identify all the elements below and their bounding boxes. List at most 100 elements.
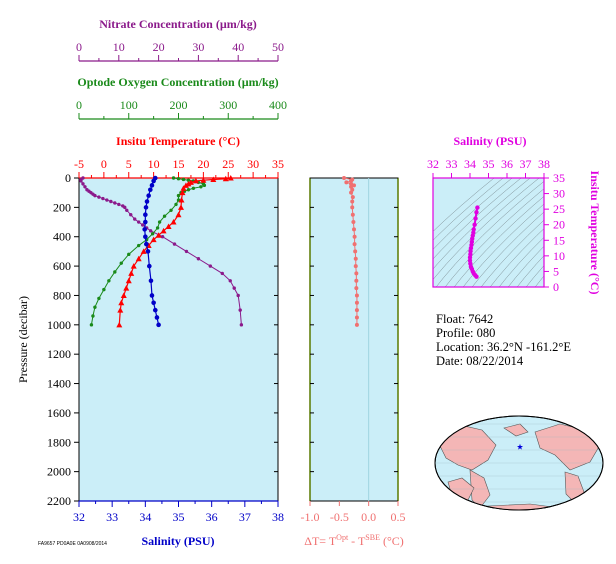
x-tick-label: 35 [272,157,284,171]
delta-t-panel: -1.0 -0.5 0.0 0.5 ΔT= TOpt - TSBE (°C) [301,176,406,548]
density-contour [498,236,544,287]
data-point [91,314,95,318]
y-tick-label: 2200 [47,494,71,508]
data-point [181,177,186,182]
ts-y-tick-label: 10 [553,249,565,263]
data-point [147,263,152,269]
data-point [200,177,207,183]
data-point [143,205,149,210]
density-contour [507,245,544,287]
data-point [128,270,135,276]
float-location-map [434,415,604,511]
data-point [120,292,127,298]
dt-data-point [352,234,357,239]
y-tick-label: 0 [65,171,71,185]
density-contour [433,178,522,260]
data-point [140,248,147,254]
x-tick-label: 5 [126,157,132,171]
date: Date: 08/22/2014 [436,354,524,368]
profile-number: Profile: 080 [436,326,496,340]
dt-label-part: (°C) [380,534,404,548]
data-point [143,234,148,240]
dt-data-point [354,286,359,291]
data-point [152,307,158,313]
ts-x-tick-label: 37 [520,157,532,171]
data-point [151,178,156,184]
dt-data-point [349,178,354,183]
density-contour [471,211,544,287]
data-point [182,182,189,188]
ts-y-tick-label: 35 [553,171,565,185]
data-point [180,185,187,191]
data-point [232,286,236,290]
data-point [175,211,182,218]
data-point [186,188,191,192]
data-point [127,252,131,257]
data-point [137,243,141,248]
dt-data-point [350,212,355,217]
float-info: Float: 7642 Profile: 080 Location: 36.2°… [436,312,571,368]
data-point [227,175,234,181]
data-point [156,322,161,328]
data-point [143,219,148,225]
data-point [144,199,150,204]
data-point [123,205,127,210]
data-point [135,255,142,262]
ts-data-point [475,205,480,210]
ts-y-tick-label: 20 [553,218,565,232]
ts-data-point [472,222,477,227]
ts-x-tick-label: 38 [538,157,550,171]
data-point [155,232,162,238]
dt-data-point [353,264,358,269]
dt-data-point [354,315,359,320]
axis-title: Insitu Temperature (°C) [116,134,240,148]
data-point [191,186,196,190]
data-point [196,257,201,261]
data-point [93,193,97,198]
x-tick-label: -5 [74,157,84,171]
footnote: FA9657 PD0A0E 0A0908/2014 [38,541,107,547]
y-tick-label: 1600 [47,406,71,420]
data-point [238,308,242,312]
dt-x-tick-label: 0.0 [361,510,376,524]
dt-data-point [350,199,355,204]
y-tick-label: 1800 [47,435,71,449]
data-point [208,264,213,268]
data-point [239,323,244,327]
data-point [105,198,109,202]
ts-y-tick-label: 30 [553,187,565,201]
data-point [177,204,184,210]
x-tick-label: 20 [153,40,165,54]
y-axis-label: Pressure (decibar) [16,296,30,383]
data-point [172,242,177,246]
data-point [130,263,137,269]
x-tick-label: 36 [206,510,218,524]
dt-x-tick-label: -1.0 [301,510,320,524]
data-point [97,195,101,199]
density-contour [480,219,544,287]
map-landmass [436,424,497,471]
data-point [192,177,199,184]
dt-label-part: - T [348,534,366,548]
x-tick-label: 25 [222,157,234,171]
density-contour [516,255,544,287]
data-point [179,189,186,196]
dt-label-sup: Opt [336,533,349,542]
data-point [210,176,217,182]
x-tick-label: 30 [192,40,204,54]
ts-x-tick-label: 34 [464,157,476,171]
data-point [144,241,149,247]
data-point [228,279,232,283]
density-contour [453,195,544,287]
x-tick-label: 0 [76,40,82,54]
ts-x-tick-label: 33 [446,157,458,171]
data-point [160,235,165,239]
density-contour [525,265,544,287]
data-point [184,249,189,254]
data-point [116,321,123,328]
data-point [150,236,157,243]
data-point [160,227,167,234]
dt-data-point [344,180,349,185]
